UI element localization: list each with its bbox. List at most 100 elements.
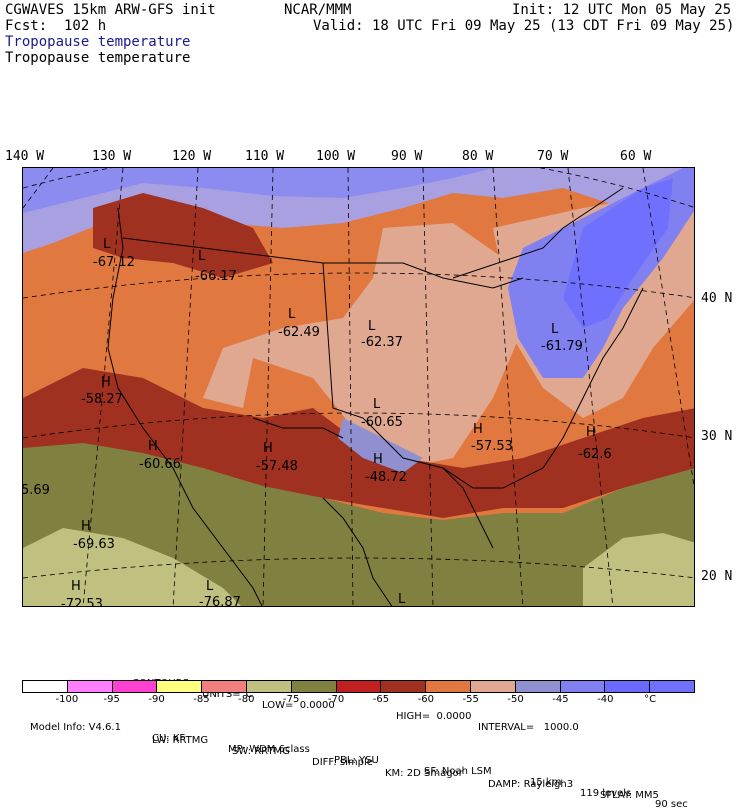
colorbar-swatch	[650, 681, 694, 692]
colorbar-swatch	[291, 681, 337, 692]
coastlines-borders	[107, 187, 644, 606]
extremum-letter: L	[551, 322, 559, 337]
colorbar	[22, 680, 695, 693]
colorbar-swatch	[515, 681, 561, 692]
colorbar-swatch	[560, 681, 606, 692]
colorbar-tick-label: -100	[55, 694, 79, 705]
lon-label-140w: 140 W	[5, 149, 45, 164]
lat-label-40n: 40 N	[701, 291, 733, 306]
lat-lon-grid	[23, 168, 694, 606]
contours-units: UNITS=°C	[202, 689, 253, 700]
cumulus-scheme: CU: KF	[152, 733, 186, 744]
extremum-letter: H	[473, 422, 483, 437]
colorbar-tick-label: -70	[327, 694, 345, 705]
colorbar-tick-label: -45	[552, 694, 569, 705]
extremum-letter: H	[373, 452, 383, 467]
diffusion-scheme: DIFF: simple	[312, 757, 373, 768]
field-north-violet	[23, 168, 694, 253]
lon-label-110w: 110 W	[245, 149, 285, 164]
org-label: NCAR/MMM	[284, 2, 352, 18]
extremum-value: -62.37	[361, 335, 403, 350]
field-northwest-red	[93, 193, 273, 278]
lon-label-130w: 130 W	[92, 149, 132, 164]
extremum-letter: L	[398, 592, 406, 607]
field-central-pink	[203, 223, 523, 468]
extremum-letter: H	[263, 441, 273, 456]
extremum-letter: H	[71, 579, 81, 594]
colorbar-tick-label: -75	[283, 694, 300, 705]
lon-label-60w: 60 W	[620, 149, 652, 164]
lon-label-90w: 90 W	[391, 149, 423, 164]
field-southern-olive	[23, 443, 694, 606]
shortwave-scheme: SW: RRTMG	[232, 746, 290, 757]
extremum-letter: L	[373, 397, 381, 412]
extremum-value: 5.69	[23, 483, 50, 498]
extremum-value: -69.63	[73, 537, 115, 552]
extremum-letter: H	[101, 375, 111, 390]
extremum-letter: H	[81, 519, 91, 534]
colorbar-swatch	[23, 681, 68, 692]
damping-scheme: DAMP: Rayleigh3	[488, 779, 574, 790]
extrema-labels: L -67.12 L -66.17 L -62.49 L -62.37 L -6…	[23, 237, 612, 607]
colorbar-tick-label: -85	[193, 694, 210, 705]
extremum-letter: L	[103, 237, 111, 252]
extremum-value: -60.65	[361, 415, 403, 430]
extremum-value: -57.53	[471, 439, 513, 454]
colorbar-tick-label: -65	[372, 694, 390, 705]
colorbar-tick-label: -40	[597, 694, 614, 705]
longwave-scheme: LW: RRTMG	[152, 735, 209, 746]
extremum-value: -48.72	[365, 470, 407, 485]
lat-label-20n: 20 N	[701, 569, 733, 584]
contours-low: LOW= 0.0000	[262, 700, 335, 711]
extremum-value: -62.49	[278, 325, 320, 340]
field-title-secondary: Tropopause temperature	[5, 50, 191, 66]
extremum-value: -60.66	[139, 457, 181, 472]
colorbar-tick-label: °C	[644, 694, 657, 705]
surface-layer-scheme: SFLAY: MM5	[600, 790, 659, 801]
extremum-value: -58.27	[81, 392, 123, 407]
extremum-letter: L	[206, 579, 214, 594]
contours-high: HIGH= 0.0000	[396, 711, 472, 722]
colorbar-swatch	[605, 681, 651, 692]
forecast-hour: Fcst: 102 h	[5, 18, 107, 34]
lon-label-80w: 80 W	[462, 149, 494, 164]
lon-label-120w: 120 W	[172, 149, 212, 164]
extremum-letter: L	[198, 249, 206, 264]
colorbar-tick-label: -55	[462, 694, 479, 705]
lat-label-30n: 30 N	[701, 429, 733, 444]
extremum-value: -76.87	[199, 595, 241, 607]
colorbar-swatch	[381, 681, 427, 692]
colorbar-swatch	[336, 681, 382, 692]
field-southeast-tan	[583, 533, 694, 606]
field-north-blue	[23, 168, 493, 213]
colorbar-tick-label: -60	[417, 694, 434, 705]
contours-interval: INTERVAL= 1000.0	[478, 722, 579, 733]
model-title: CGWAVES 15km ARW-GFS init	[5, 2, 216, 18]
colorbar-swatch	[157, 681, 203, 692]
colorbar-swatch	[470, 681, 516, 692]
colorbar-tick-label: -90	[148, 694, 165, 705]
colorbar-swatch	[246, 681, 292, 692]
colorbar-tick-label: -80	[238, 694, 255, 705]
extremum-value: -61.79	[541, 339, 583, 354]
colorbar-swatch	[426, 681, 471, 692]
field-title: Tropopause temperature	[5, 34, 191, 50]
tropopause-temperature-map: L -67.12 L -66.17 L -62.49 L -62.37 L -6…	[22, 167, 695, 607]
field-gulf-violet	[338, 418, 423, 473]
extremum-letter: L	[368, 319, 376, 334]
field-northeast-deep-blue	[563, 178, 673, 328]
map-canvas: L -67.12 L -66.17 L -62.49 L -62.37 L -6…	[23, 168, 694, 607]
footer-line-2: LW: RRTMG SW: RRTMG DIFF: simple KM: 2D …	[0, 724, 740, 801]
colorbar-tick-label: -50	[507, 694, 524, 705]
km-scheme: KM: 2D Smagor	[385, 768, 463, 779]
model-version: Model Info: V4.6.1	[30, 722, 121, 733]
lon-label-70w: 70 W	[537, 149, 569, 164]
extremum-value: -62.6	[578, 447, 612, 462]
extremum-value: -67.12	[93, 255, 135, 270]
extremum-value: -57.48	[256, 459, 298, 474]
extremum-letter: H	[586, 425, 596, 440]
lon-label-100w: 100 W	[316, 149, 356, 164]
colorbar-swatch	[112, 681, 158, 692]
colorbar-tick-label: -95	[103, 694, 120, 705]
extremum-letter: L	[288, 307, 296, 322]
